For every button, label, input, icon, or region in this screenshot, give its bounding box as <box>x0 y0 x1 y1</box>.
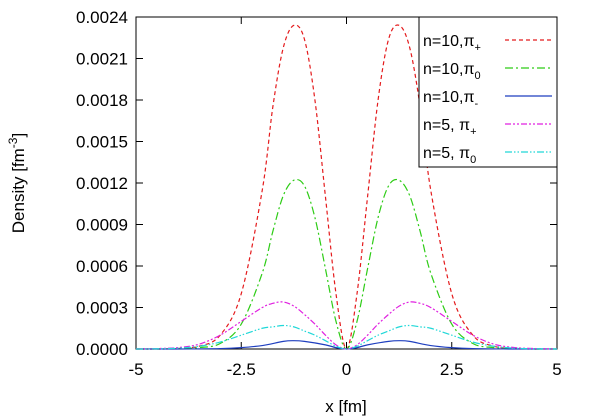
y-tick-label: 0.0009 <box>76 216 128 235</box>
legend-label-0: n=10,π+ <box>423 33 481 54</box>
legend-label-1: n=10,π0 <box>423 61 481 82</box>
legend-label-2: n=10,π- <box>423 89 479 110</box>
x-tick-label: -2.5 <box>227 360 256 379</box>
legend-box <box>418 16 558 168</box>
x-tick-label: 5 <box>552 360 561 379</box>
legend-label-4: n=5, π0 <box>423 145 476 166</box>
y-tick-label: 0.0000 <box>76 340 128 359</box>
y-tick-label: 0.0024 <box>76 8 128 27</box>
x-axis-title: x [fm] <box>325 397 367 416</box>
legend-label-3: n=5, π+ <box>423 117 477 138</box>
y-tick-label: 0.0006 <box>76 257 128 276</box>
x-tick-label: 0 <box>342 360 351 379</box>
y-axis-title-main: Density [fm <box>9 148 28 233</box>
x-tick-label: -5 <box>128 360 143 379</box>
x-tick-label: 2.5 <box>440 360 464 379</box>
y-tick-label: 0.0003 <box>76 299 128 318</box>
legend: n=10,π+ n=10,π0 n=10,π-n=5, π+ n=5, π0 <box>418 16 558 168</box>
y-axis-title-sup: -3 <box>6 137 20 148</box>
y-axis-title-tail: ] <box>9 133 28 138</box>
y-axis-ticks: 0.0000 0.0003 0.0006 0.0009 0.0012 0.0015 0.00… <box>76 8 557 359</box>
series-line-1 <box>136 178 557 350</box>
y-tick-label: 0.0015 <box>76 133 128 152</box>
y-tick-label: 0.0021 <box>76 50 128 69</box>
series-line-4 <box>135 324 558 350</box>
y-tick-label: 0.0012 <box>76 174 128 193</box>
y-tick-label: 0.0018 <box>76 91 128 110</box>
series-line-3 <box>135 301 558 350</box>
series-lines <box>135 24 558 350</box>
y-axis-title: Density [fm-3] <box>6 133 28 233</box>
